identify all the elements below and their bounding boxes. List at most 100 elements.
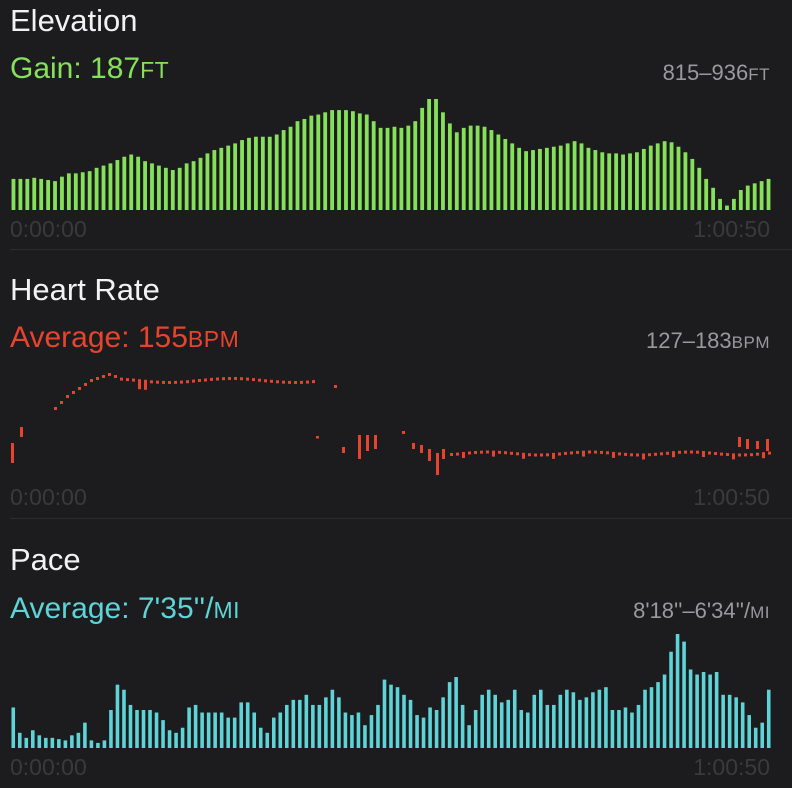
elevation-bar: [198, 157, 203, 210]
pace-bar: [337, 697, 341, 748]
heart-rate-segment: [702, 451, 705, 457]
elevation-bar: [46, 180, 51, 210]
heart-rate-segment: [624, 452, 627, 456]
pace-bar: [499, 702, 504, 748]
heart-rate-segment: [108, 373, 111, 376]
elevation-bar: [406, 125, 411, 210]
elevation-bar: [621, 154, 625, 210]
elevation-bar: [39, 178, 44, 210]
divider: [10, 518, 792, 519]
heart-rate-segment: [20, 427, 23, 437]
elevation-bar: [212, 150, 217, 210]
heart-rate-section: Heart Rate Average: 155BPM 127–183BPM 0:…: [0, 250, 792, 520]
heart-rate-segment: [468, 451, 471, 455]
elevation-bar: [309, 115, 314, 210]
pace-bar: [473, 710, 478, 748]
pace-bar: [604, 687, 608, 748]
pace-bar: [486, 689, 491, 748]
elevation-bar: [101, 165, 106, 210]
elevation-bar: [704, 178, 709, 210]
pace-bar: [96, 742, 100, 748]
pace-bar: [128, 704, 133, 748]
pace-bar: [102, 740, 107, 748]
elevation-bar: [219, 147, 224, 210]
pace-bar: [753, 727, 758, 748]
divider: [10, 249, 792, 250]
pace-bar: [467, 725, 471, 748]
heart-rate-segment: [144, 379, 147, 390]
pace-bar: [389, 684, 393, 748]
pace-bar: [695, 674, 699, 748]
heart-rate-segment: [66, 395, 69, 398]
heart-rate-segment: [358, 435, 361, 459]
elevation-bar: [766, 178, 771, 210]
pace-bar: [519, 710, 524, 748]
pace-bar: [298, 699, 302, 748]
heart-rate-segment: [474, 451, 477, 454]
pace-bar: [187, 707, 191, 748]
heart-rate-segment: [552, 452, 555, 459]
elevation-bar: [371, 121, 376, 210]
pace-bar: [506, 699, 511, 748]
elevation-bar: [565, 143, 570, 210]
elevation-bar: [399, 127, 404, 210]
pace-bar: [610, 710, 615, 748]
heart-rate-range-value: 127–183: [646, 328, 732, 353]
pace-bar: [578, 699, 582, 748]
elevation-bar: [586, 147, 591, 210]
elevation-bar: [288, 126, 293, 210]
elevation-bar: [641, 148, 646, 210]
pace-bar: [167, 730, 172, 748]
heart-rate-segment: [420, 445, 423, 453]
elevation-gain-unit: FT: [140, 57, 170, 83]
elevation-bar: [274, 134, 279, 210]
pace-bar: [395, 687, 400, 748]
heart-rate-segment: [462, 452, 465, 458]
heart-rate-segment: [738, 437, 741, 447]
heart-rate-time-end: 1:00:50: [693, 484, 770, 510]
pace-bar: [271, 717, 276, 748]
pace-bar: [421, 717, 426, 748]
elevation-bar: [163, 167, 168, 210]
pace-time-end: 1:00:50: [693, 754, 770, 780]
elevation-bar: [260, 136, 265, 210]
heart-rate-segment: [732, 453, 735, 460]
heart-rate-segment: [442, 449, 445, 459]
pace-bar: [662, 674, 667, 748]
pace-bar: [688, 669, 693, 748]
elevation-bar: [676, 146, 681, 210]
elevation-bar: [447, 123, 452, 210]
elevation-bar: [475, 125, 480, 210]
elevation-bar: [496, 134, 501, 210]
elevation-bar: [607, 153, 612, 210]
elevation-bar: [66, 173, 71, 210]
pace-bar: [428, 707, 432, 748]
elevation-bar: [281, 130, 286, 210]
heart-rate-range-unit: BPM: [731, 333, 770, 352]
pace-bar: [447, 682, 452, 748]
elevation-bar: [427, 99, 432, 210]
elevation-bar: [558, 145, 563, 210]
elevation-bar: [468, 125, 473, 210]
elevation-bar: [25, 178, 30, 210]
pace-bar: [512, 689, 517, 748]
pace-bar: [727, 694, 732, 748]
heart-rate-segment: [366, 435, 369, 451]
pace-bar: [766, 689, 771, 748]
pace-range: 8'18''–6'34''/MI: [633, 600, 770, 622]
pace-bar: [115, 684, 120, 748]
heart-rate-segment: [186, 380, 189, 384]
pace-time-start: 0:00:00: [10, 754, 87, 780]
pace-bar: [643, 689, 647, 748]
pace-bar: [206, 712, 211, 748]
heart-rate-segment: [78, 387, 81, 390]
elevation-bar: [302, 118, 307, 210]
pace-bar: [291, 699, 296, 748]
elevation-bar: [420, 107, 425, 210]
heart-rate-segment: [234, 377, 237, 380]
heart-rate-segment: [102, 375, 105, 378]
elevation-bar: [669, 142, 674, 210]
pace-bar: [617, 710, 621, 748]
elevation-bar: [718, 198, 722, 210]
elevation-bar: [628, 153, 632, 210]
